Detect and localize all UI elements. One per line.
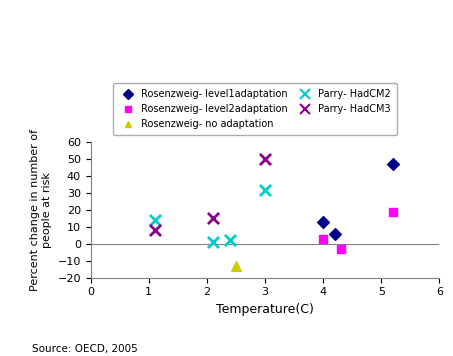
Point	[209, 216, 217, 221]
X-axis label: Temperature(C): Temperature(C)	[216, 303, 314, 316]
Point	[389, 162, 396, 167]
Point	[261, 187, 269, 193]
Y-axis label: Percent change in number of
people at risk: Percent change in number of people at ri…	[30, 129, 52, 291]
Point	[209, 239, 217, 245]
Text: Source: OECD, 2005: Source: OECD, 2005	[32, 345, 137, 355]
Point	[151, 227, 158, 233]
Point	[319, 219, 327, 225]
Point	[319, 236, 327, 242]
Point	[151, 217, 158, 223]
Point	[389, 209, 396, 215]
Point	[337, 246, 344, 252]
Point	[331, 231, 338, 237]
Legend: Rosenzweig- level1adaptation, Rosenzweig- level2adaptation, Rosenzweig- no adapt: Rosenzweig- level1adaptation, Rosenzweig…	[113, 83, 396, 135]
Point	[261, 157, 269, 162]
Point	[226, 238, 234, 244]
Point	[232, 263, 240, 269]
